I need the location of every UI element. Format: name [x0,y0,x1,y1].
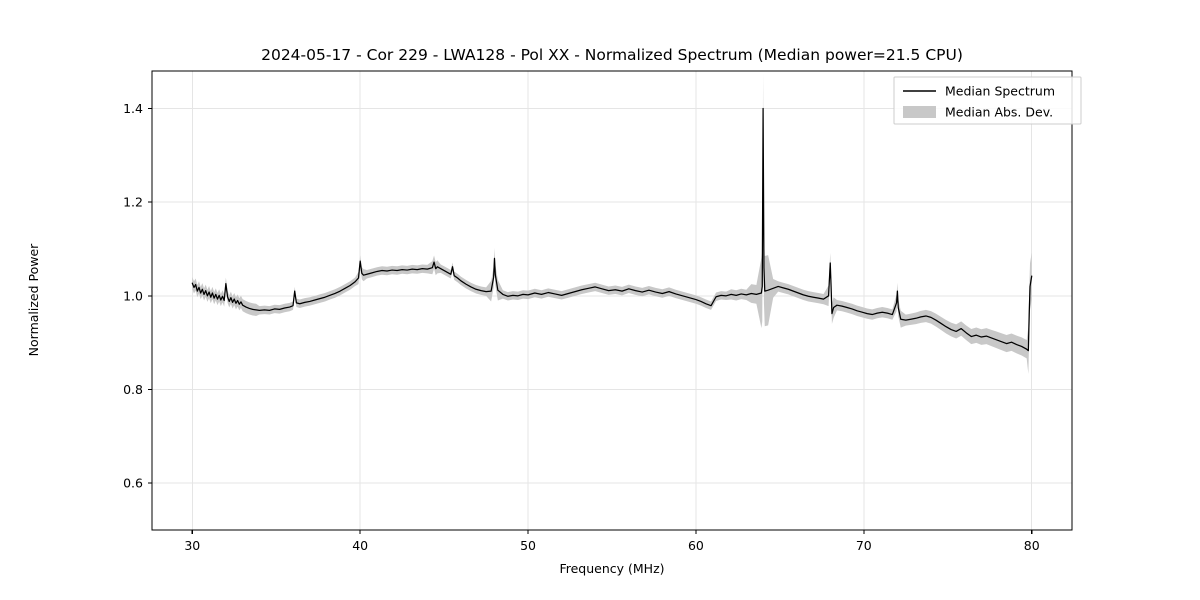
x-tick-label: 40 [352,538,368,553]
chart-legend: Median Spectrum Median Abs. Dev. [893,76,1082,125]
median-spectrum-line [191,107,1033,352]
x-tick-label: 50 [520,538,536,553]
x-tick-label: 80 [1024,538,1040,553]
legend-swatch-band [903,106,936,118]
legend-label: Median Abs. Dev. [945,105,1053,120]
y-tick-label: 1.4 [123,101,143,116]
chart-title: 2024-05-17 - Cor 229 - LWA128 - Pol XX -… [261,46,963,64]
x-tick-label: 60 [688,538,704,553]
y-tick-label: 1.2 [123,195,143,210]
median-spectrum-path [191,107,1033,352]
axes-frame [151,70,1073,531]
x-tick-label: 70 [856,538,872,553]
x-axis-ticks: 30 40 50 60 70 80 [184,530,1040,553]
x-tick-label: 30 [184,538,200,553]
y-axis-ticks: 0.6 0.8 1.0 1.2 1.4 [123,101,152,491]
legend-label: Median Spectrum [945,84,1055,99]
y-axis-label: Normalized Power [26,243,41,357]
y-tick-label: 0.8 [123,382,143,397]
y-tick-label: 1.0 [123,288,143,303]
x-axis-label: Frequency (MHz) [559,561,664,576]
y-tick-label: 0.6 [123,476,143,491]
legend-box [893,76,1082,125]
